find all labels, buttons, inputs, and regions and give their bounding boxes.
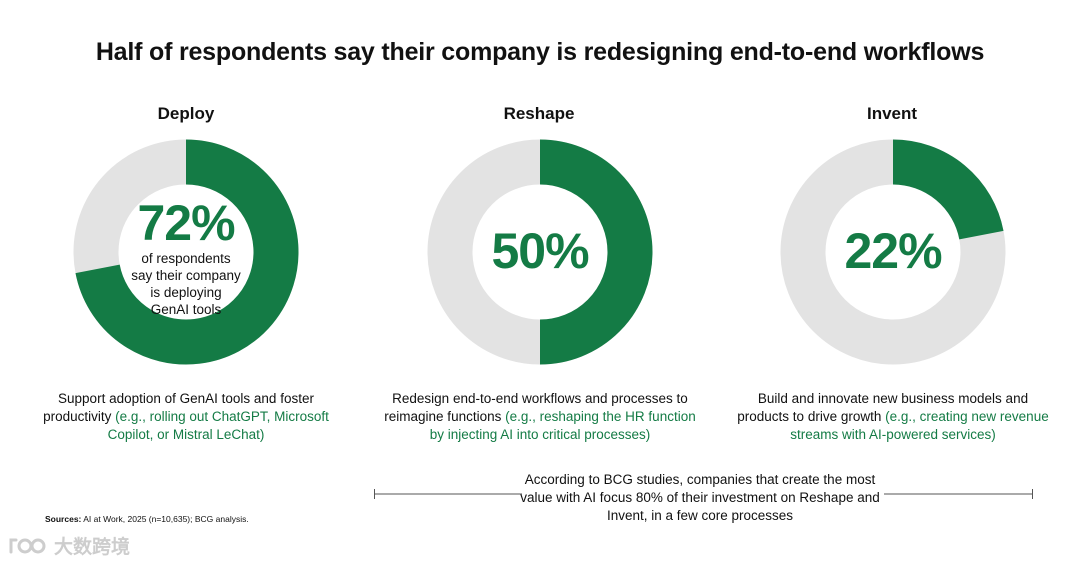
reshape-heading: Reshape bbox=[503, 104, 575, 123]
description-text: Redesign end-to-end workflows and proces… bbox=[384, 391, 688, 424]
donut-value-slice bbox=[892, 139, 1004, 241]
source-text: AI at Work, 2025 (n=10,635); BCG analysi… bbox=[81, 514, 249, 524]
watermark: 大数跨境 bbox=[8, 530, 130, 560]
deploy-inner-text: of respondents say their company is depl… bbox=[111, 250, 261, 318]
deploy-heading: Deploy bbox=[157, 104, 215, 123]
reshape-donut bbox=[427, 139, 653, 365]
logo-icon bbox=[9, 538, 46, 554]
description-text: Build and innovate new business models a… bbox=[737, 391, 1029, 424]
page-title: Half of respondents say their company is… bbox=[95, 38, 985, 66]
description-example: (e.g., creating new revenue streams with… bbox=[790, 409, 1049, 442]
source-label: Sources: bbox=[45, 514, 82, 524]
deploy-percent: 72% bbox=[137, 195, 235, 251]
donut-value-slice bbox=[539, 139, 653, 365]
description-example: (e.g., rolling out ChatGPT, Microsoft Co… bbox=[107, 409, 329, 442]
invent-donut bbox=[780, 139, 1006, 365]
donut-value-slice bbox=[75, 139, 299, 365]
inner-line: is deploying bbox=[150, 285, 222, 300]
description-example: (e.g., reshaping the HR function by inje… bbox=[429, 409, 696, 442]
invent-description: Build and innovate new business models a… bbox=[733, 390, 1053, 444]
watermark-text: 大数跨境 bbox=[54, 536, 131, 558]
bcg-note: According to BCG studies, companies that… bbox=[520, 472, 880, 523]
deploy-donut bbox=[73, 139, 299, 365]
source-footnote: Sources: AI at Work, 2025 (n=10,635); BC… bbox=[45, 514, 249, 524]
reshape-description: Redesign end-to-end workflows and proces… bbox=[379, 390, 701, 444]
reshape-percent: 50% bbox=[491, 223, 589, 279]
invent-percent: 22% bbox=[844, 223, 942, 279]
inner-line: of respondents bbox=[141, 251, 231, 266]
inner-line: GenAI tools bbox=[150, 302, 222, 317]
deploy-description: Support adoption of GenAI tools and fost… bbox=[26, 390, 346, 444]
note-bracket bbox=[374, 489, 1033, 499]
description-text: Support adoption of GenAI tools and fost… bbox=[43, 391, 314, 424]
invent-heading: Invent bbox=[866, 104, 918, 123]
inner-line: say their company bbox=[131, 268, 241, 283]
